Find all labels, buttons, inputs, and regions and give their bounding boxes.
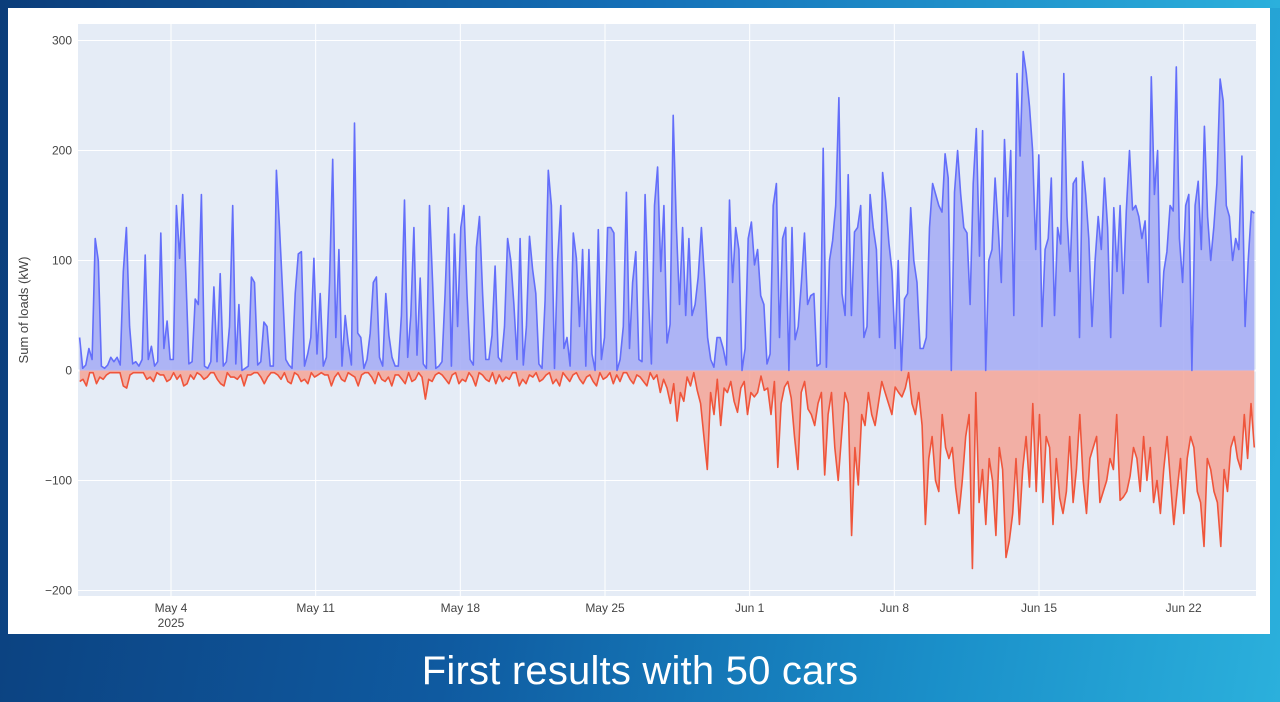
positive-load-line <box>78 50 1255 372</box>
negative-load-line <box>79 371 1256 570</box>
series-lines <box>78 50 1256 570</box>
x-tick-label: Jun 15 <box>1021 601 1057 615</box>
x-tick-label: May 25 <box>585 601 625 615</box>
x-tick-label: Jun 1 <box>735 601 765 615</box>
x-tick-label: Jun 22 <box>1166 601 1202 615</box>
slide-caption: First results with 50 cars <box>421 648 859 693</box>
x-tick-label: May 4 <box>155 601 188 615</box>
top-accent-band <box>0 0 1280 8</box>
x-tick-label: May 11 <box>296 601 335 615</box>
y-axis-ticks: 300 200 100 0 −100 −200 <box>45 34 72 598</box>
y-tick-label: 100 <box>52 254 72 268</box>
y-axis-title: Sum of loads (kW) <box>16 257 31 364</box>
y-tick-label: 200 <box>52 144 72 158</box>
x-tick-label: Jun 8 <box>880 601 910 615</box>
y-tick-label: −100 <box>45 474 72 488</box>
y-tick-label: −200 <box>45 584 72 598</box>
negative-load-area <box>79 370 1255 569</box>
x-tick-label: May 18 <box>441 601 481 615</box>
chart-card: 300 200 100 0 −100 −200 May 4 2025 May 11 May 18… <box>8 8 1270 634</box>
x-tick-year-label: 2025 <box>158 616 185 630</box>
y-tick-label: 0 <box>65 364 72 378</box>
y-tick-label: 300 <box>52 34 72 48</box>
